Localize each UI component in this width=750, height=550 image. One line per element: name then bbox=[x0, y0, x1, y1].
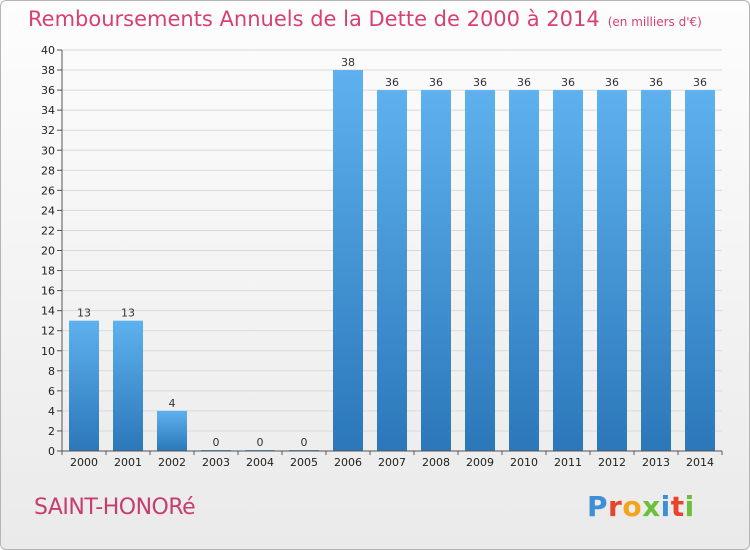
x-tick-label-2011: 2011 bbox=[554, 456, 582, 469]
x-tick-label-2012: 2012 bbox=[598, 456, 626, 469]
bar-2008 bbox=[421, 90, 451, 451]
x-tick-label-2014: 2014 bbox=[686, 456, 714, 469]
y-tick-label: 30 bbox=[41, 144, 55, 157]
y-tick-label: 28 bbox=[41, 164, 55, 177]
y-tick-label: 32 bbox=[41, 124, 55, 137]
unit-text: (en milliers d'€) bbox=[607, 15, 702, 29]
value-label-2009: 36 bbox=[473, 76, 487, 89]
y-tick-label: 2 bbox=[48, 425, 55, 438]
axes-group: 0246810121416182022242628303234363840200… bbox=[41, 44, 723, 469]
y-tick-label: 24 bbox=[41, 204, 55, 217]
x-tick-label-2008: 2008 bbox=[422, 456, 450, 469]
x-tick-label-2003: 2003 bbox=[202, 456, 230, 469]
y-tick-label: 4 bbox=[48, 405, 55, 418]
x-tick-label-2013: 2013 bbox=[642, 456, 670, 469]
value-label-2012: 36 bbox=[605, 76, 619, 89]
logo-letter: x bbox=[642, 490, 661, 523]
bar-2011 bbox=[553, 90, 583, 451]
logo-letter: r bbox=[608, 490, 623, 523]
value-label-2001: 13 bbox=[121, 307, 135, 320]
value-label-2005: 0 bbox=[301, 436, 308, 449]
y-tick-label: 22 bbox=[41, 224, 55, 237]
logo-letter: i bbox=[660, 490, 671, 523]
chart-title: Remboursements Annuels de la Dette de 20… bbox=[28, 7, 702, 31]
bar-2006 bbox=[333, 70, 363, 452]
x-tick-label-2004: 2004 bbox=[246, 456, 274, 469]
bar-2012 bbox=[597, 90, 627, 451]
bar-2007 bbox=[377, 90, 407, 451]
x-tick-label-2010: 2010 bbox=[510, 456, 538, 469]
value-label-2011: 36 bbox=[561, 76, 575, 89]
value-label-2006: 38 bbox=[341, 56, 355, 69]
y-tick-label: 16 bbox=[41, 285, 55, 298]
value-label-2004: 0 bbox=[257, 436, 264, 449]
x-tick-label-2009: 2009 bbox=[466, 456, 494, 469]
y-tick-label: 0 bbox=[48, 445, 55, 458]
title-text: Remboursements Annuels de la Dette de 20… bbox=[28, 7, 600, 31]
value-label-2003: 0 bbox=[213, 436, 220, 449]
y-tick-label: 40 bbox=[41, 44, 55, 57]
value-label-2010: 36 bbox=[517, 76, 531, 89]
commune-name: SAINT-HONORé bbox=[34, 495, 196, 520]
y-tick-label: 26 bbox=[41, 184, 55, 197]
x-tick-label-2006: 2006 bbox=[334, 456, 362, 469]
value-label-2000: 13 bbox=[77, 307, 91, 320]
x-tick-label-2005: 2005 bbox=[290, 456, 318, 469]
bar-2013 bbox=[641, 90, 671, 451]
logo-letter: t bbox=[670, 490, 685, 523]
x-tick-label-2002: 2002 bbox=[158, 456, 186, 469]
logo-letter: i bbox=[684, 490, 695, 523]
bar-2009 bbox=[465, 90, 495, 451]
y-tick-label: 6 bbox=[48, 385, 55, 398]
bars-group: 13 13 4 0 0 0 38 36 36 36 36 36 36 36 36 bbox=[69, 56, 715, 452]
y-tick-label: 34 bbox=[41, 104, 55, 117]
logo-letter: P bbox=[587, 490, 609, 523]
y-tick-label: 12 bbox=[41, 325, 55, 338]
y-tick-label: 36 bbox=[41, 84, 55, 97]
value-label-2007: 36 bbox=[385, 76, 399, 89]
value-label-2008: 36 bbox=[429, 76, 443, 89]
bar-2000 bbox=[69, 320, 99, 451]
y-tick-label: 8 bbox=[48, 365, 55, 378]
x-tick-label-2000: 2000 bbox=[70, 456, 98, 469]
bar-2010 bbox=[509, 90, 539, 451]
x-tick-label-2007: 2007 bbox=[378, 456, 406, 469]
y-tick-label: 14 bbox=[41, 305, 55, 318]
bar-2002 bbox=[157, 410, 187, 451]
y-tick-label: 20 bbox=[41, 245, 55, 258]
value-label-2013: 36 bbox=[649, 76, 663, 89]
x-tick-label-2001: 2001 bbox=[114, 456, 142, 469]
y-tick-label: 10 bbox=[41, 345, 55, 358]
value-label-2014: 36 bbox=[693, 76, 707, 89]
proxiti-logo: Proxiti bbox=[587, 490, 695, 523]
y-tick-label: 38 bbox=[41, 64, 55, 77]
value-label-2002: 4 bbox=[169, 397, 176, 410]
bar-2001 bbox=[113, 320, 143, 451]
logo-letter: o bbox=[622, 490, 643, 523]
y-tick-label: 18 bbox=[41, 265, 55, 278]
bar-2014 bbox=[685, 90, 715, 451]
